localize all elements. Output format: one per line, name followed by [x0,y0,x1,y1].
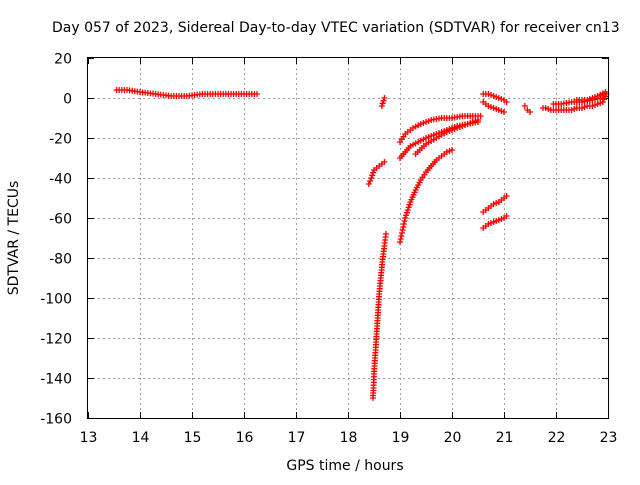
data-point [379,100,386,107]
y-tick-label: -160 [40,412,72,428]
data-point [370,169,377,176]
series-arc-10 [480,99,507,115]
x-tick-label: 13 [80,430,98,446]
chart-title: Day 057 of 2023, Sidereal Day-to-day VTE… [52,20,620,36]
data-point [378,103,385,109]
series-arc-12 [480,213,510,231]
data-point [601,96,608,103]
data-point [398,233,405,239]
data-point [403,212,410,219]
data-point [501,109,507,115]
data-point [401,218,408,224]
axes-layer: 13 14 15 16 17 18 19 20 21 22 23 20 0 -20 -40 -60 -80 -10… [40,52,617,447]
x-tick-label: 14 [132,430,150,446]
data-point [368,175,375,181]
data-point [382,231,389,237]
y-tick-label: -80 [49,252,72,268]
x-tick-label: 16 [236,430,254,446]
data-point [367,178,374,184]
series-arc-4 [369,231,389,401]
y-tick-label: 20 [54,52,72,68]
series-arc-8 [412,117,481,157]
data-point [381,95,388,101]
data-point [254,91,260,97]
y-tick-label: -120 [40,332,72,348]
x-tick-label: 15 [184,430,202,446]
data-point [380,97,387,104]
series-arc-1 [113,87,260,99]
data-point [402,215,409,221]
data-point [503,213,510,219]
y-tick-label: -140 [40,372,72,388]
data-point [449,147,455,153]
x-axis-label: GPS time / hours [286,458,403,474]
marks-layer [113,87,610,401]
x-tick-label: 21 [496,430,514,446]
plot-frame [87,57,609,419]
series-arc-5 [397,147,455,245]
y-tick-label: 0 [63,92,72,108]
data-point [406,201,413,208]
data-point [602,89,609,95]
data-point [365,181,372,187]
series-arc-3 [378,95,388,109]
data-point [404,207,411,213]
data-point [405,204,412,211]
y-tick-label: -20 [49,132,72,148]
data-point [477,113,484,119]
y-tick-label: -100 [40,292,72,308]
x-tick-label: 20 [444,430,462,446]
data-point [369,172,376,179]
x-tick-label: 23 [600,430,618,446]
data-point [381,159,388,165]
series-arc-11 [480,193,510,215]
series-arc-6 [397,119,481,161]
data-point [475,117,481,123]
data-point [503,193,510,199]
x-tick-label: 18 [340,430,358,446]
data-point [521,103,528,109]
series-arc-16 [573,89,609,103]
data-point [503,99,510,105]
series-arc-9 [480,91,510,105]
data-point [527,109,533,115]
y-tick-label: -60 [49,212,72,228]
x-tick-label: 19 [392,430,410,446]
data-point [599,99,606,105]
y-axis-label: SDTVAR / TECUs [6,181,22,296]
series-arc-7 [397,113,484,145]
data-point [403,209,410,216]
series-arc-13 [521,103,533,115]
series-arc-2 [365,159,388,187]
x-tick-label: 17 [288,430,306,446]
x-tick-label: 22 [548,430,566,446]
y-tick-label: -40 [49,172,72,188]
